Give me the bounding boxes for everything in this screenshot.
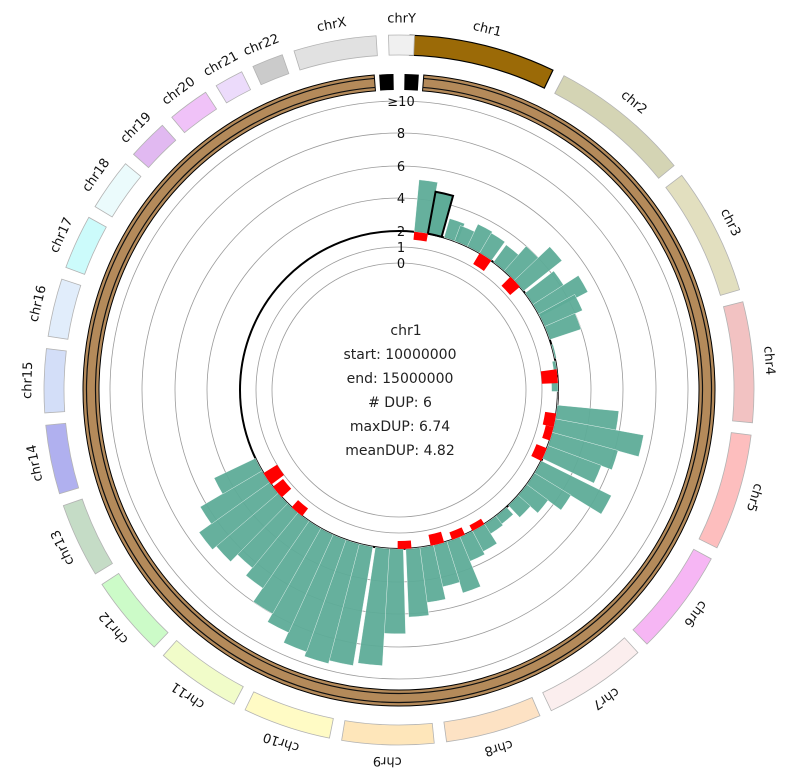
del-mark[interactable] bbox=[449, 527, 465, 540]
label-chr13: chr13 bbox=[48, 527, 77, 567]
duplication-bars bbox=[198, 179, 644, 666]
ideogram-chr7[interactable] bbox=[542, 637, 639, 712]
label-chr9: chr9 bbox=[373, 753, 402, 769]
label-chr15: chr15 bbox=[20, 361, 36, 399]
del-mark[interactable] bbox=[501, 276, 520, 296]
label-chr16: chr16 bbox=[27, 284, 50, 324]
dup-bar[interactable] bbox=[544, 313, 582, 340]
del-mark[interactable] bbox=[272, 479, 292, 498]
tick-label: ≥10 bbox=[387, 95, 414, 110]
ideogram-chr10[interactable] bbox=[244, 691, 334, 739]
del-mark[interactable] bbox=[469, 518, 485, 532]
ideogram-chr3[interactable] bbox=[665, 174, 741, 296]
ideogram-chr16[interactable] bbox=[47, 278, 82, 340]
tooltip-start: start: 10000000 bbox=[343, 347, 456, 363]
tick-labels: 012 4 6 8 ≥10 bbox=[387, 95, 414, 272]
ideogram-chr13[interactable] bbox=[62, 498, 114, 575]
tick-label: 0 bbox=[397, 257, 405, 272]
tooltip-end: end: 15000000 bbox=[347, 371, 454, 387]
ideogram-chr8[interactable] bbox=[443, 696, 541, 743]
del-mark[interactable] bbox=[397, 540, 412, 549]
center-tooltip: chr1 start: 10000000 end: 15000000 # DUP… bbox=[343, 323, 456, 459]
ring-end-marker bbox=[379, 74, 394, 91]
label-chr1: chr1 bbox=[471, 19, 503, 40]
ideogram-chr22[interactable] bbox=[252, 54, 290, 86]
outer-ring-line bbox=[85, 77, 713, 704]
ideogram-chr20[interactable] bbox=[171, 91, 218, 134]
label-chrY: chrY bbox=[387, 11, 416, 26]
label-chr17: chr17 bbox=[47, 215, 76, 255]
grid-circle bbox=[271, 262, 527, 518]
tooltip-chromosome: chr1 bbox=[390, 323, 421, 339]
del-mark[interactable] bbox=[428, 531, 445, 546]
outer-ring-line bbox=[94, 86, 704, 695]
dup-bar-highlighted[interactable] bbox=[426, 190, 455, 239]
grid-circle bbox=[109, 100, 689, 680]
dup-bar[interactable] bbox=[357, 547, 390, 666]
dup-bar[interactable] bbox=[213, 458, 263, 495]
del-mark[interactable] bbox=[531, 444, 547, 461]
ring-end-marker bbox=[404, 74, 419, 91]
ideogram-chr15[interactable] bbox=[43, 348, 67, 414]
outer-ring bbox=[82, 74, 716, 707]
ideogram-chr12[interactable] bbox=[101, 572, 169, 648]
tick-label: 8 bbox=[397, 127, 405, 142]
tick-label: 6 bbox=[397, 160, 405, 175]
ideogram-chr4[interactable] bbox=[722, 301, 755, 424]
del-mark[interactable] bbox=[542, 425, 554, 441]
ideogram-chr21[interactable] bbox=[215, 71, 252, 104]
grid-circle bbox=[141, 132, 657, 648]
label-chr14: chr14 bbox=[24, 443, 46, 483]
tick-label: 1 bbox=[397, 241, 405, 256]
dup-bar[interactable] bbox=[551, 343, 557, 359]
outer-ring-band bbox=[82, 74, 716, 707]
label-chr6: chr6 bbox=[680, 597, 709, 629]
del-mark[interactable] bbox=[473, 253, 492, 271]
tick-label: 4 bbox=[397, 192, 405, 207]
ideogram-chrX[interactable] bbox=[293, 35, 378, 71]
del-mark[interactable] bbox=[413, 231, 428, 242]
label-chr22: chr22 bbox=[241, 32, 281, 60]
label-chr10: chr10 bbox=[261, 729, 301, 755]
label-chrX: chrX bbox=[316, 15, 348, 35]
tooltip-mean-dup: meanDUP: 4.82 bbox=[345, 443, 455, 459]
del-mark[interactable] bbox=[263, 464, 285, 485]
tooltip-num-dup: # DUP: 6 bbox=[368, 395, 432, 411]
ideogram-chr19[interactable] bbox=[132, 124, 177, 169]
del-mark[interactable] bbox=[291, 500, 309, 517]
label-chr4: chr4 bbox=[760, 346, 777, 376]
ideogram-chr5[interactable] bbox=[698, 432, 752, 549]
ideogram-chr2[interactable] bbox=[554, 75, 675, 179]
ideogram-chr14[interactable] bbox=[45, 422, 80, 495]
label-chr8: chr8 bbox=[483, 736, 515, 758]
label-chr7: chr7 bbox=[589, 684, 621, 713]
ideogram-chr17[interactable] bbox=[65, 216, 107, 275]
del-mark[interactable] bbox=[542, 411, 557, 428]
dup-bar[interactable] bbox=[405, 547, 430, 618]
chromosome-ideogram: chr1 chr2 chr3 chr4 chr5 chr6 chr7 chr8 chr9 chr1… bbox=[20, 11, 777, 768]
ideogram-chr11[interactable] bbox=[162, 639, 244, 705]
ideogram-chr9[interactable] bbox=[341, 720, 435, 746]
ideogram-chr6[interactable] bbox=[632, 548, 712, 645]
label-chr5: chr5 bbox=[743, 481, 766, 513]
deletion-marks bbox=[263, 231, 558, 549]
label-chr2: chr2 bbox=[618, 88, 650, 118]
grid-circle bbox=[255, 246, 543, 534]
ideogram-chr1[interactable] bbox=[408, 34, 554, 89]
ideogram-chr18[interactable] bbox=[94, 163, 142, 218]
del-mark[interactable] bbox=[540, 369, 558, 384]
dup-bar[interactable] bbox=[508, 494, 531, 518]
tick-label: 2 bbox=[397, 225, 405, 240]
ideogram-chrY[interactable] bbox=[388, 34, 415, 56]
tooltip-max-dup: maxDUP: 6.74 bbox=[350, 419, 450, 435]
label-chr3: chr3 bbox=[717, 206, 743, 239]
